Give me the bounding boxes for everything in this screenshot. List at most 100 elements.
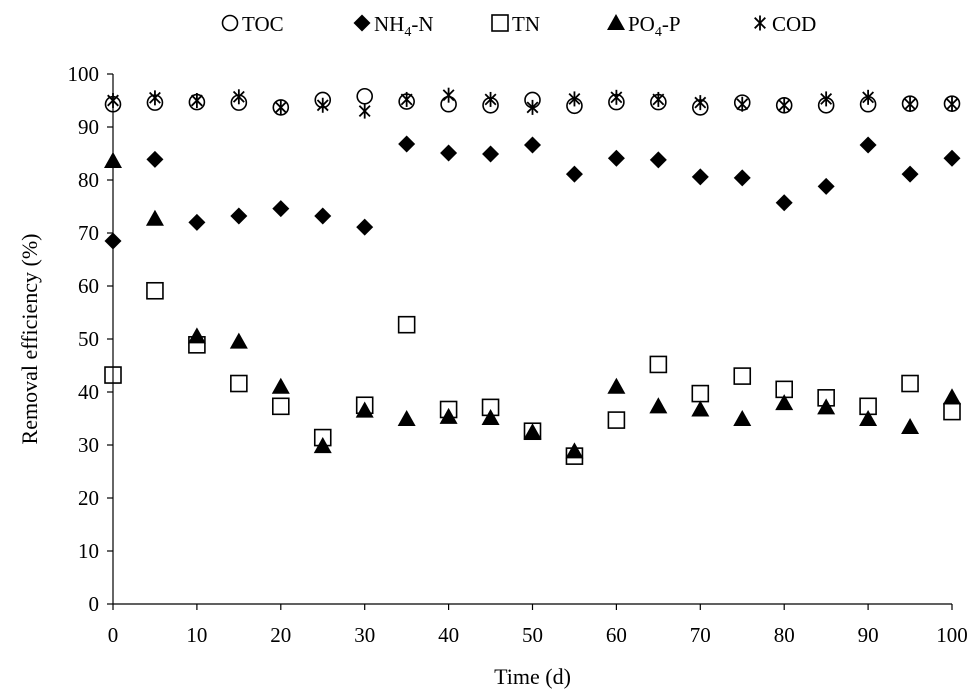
data-point (607, 149, 625, 167)
series-po4-p (104, 151, 961, 459)
data-point (946, 96, 958, 112)
data-point (104, 232, 122, 250)
data-point (146, 281, 164, 300)
series-cod (107, 87, 958, 119)
legend-label: TOC (242, 12, 284, 36)
y-tick-label: 40 (78, 380, 99, 404)
y-tick-label: 0 (89, 592, 100, 616)
legend-label: NH4-N (374, 12, 434, 40)
legend-label: TN (512, 12, 540, 36)
legend-item: TN (491, 12, 540, 36)
legend-label: PO4-P (628, 12, 681, 40)
data-point (313, 437, 332, 454)
data-point (565, 165, 583, 183)
data-point (229, 332, 248, 349)
data-point (565, 442, 584, 459)
y-tick-label: 100 (68, 62, 100, 86)
data-point (398, 135, 416, 153)
x-tick-label: 60 (606, 623, 627, 647)
axes: 0 10 20 30 40 50 60 70 80 90 100 0 10 20 30 40 50 60 70 80 9… (68, 62, 968, 647)
x-tick-label: 20 (270, 623, 291, 647)
data-point (733, 169, 751, 187)
legend: TOC NH4-N TN PO4-P COD (221, 12, 816, 40)
x-tick-label: 40 (438, 623, 459, 647)
data-point (149, 90, 161, 106)
data-point (356, 218, 374, 236)
data-point (314, 207, 332, 225)
data-point (523, 423, 542, 440)
data-point (356, 87, 374, 105)
data-point (316, 97, 329, 113)
legend-item: PO4-P (607, 12, 681, 40)
data-point (859, 410, 878, 427)
data-point (484, 91, 497, 107)
data-point (272, 200, 290, 218)
data-point (610, 89, 623, 105)
legend-marker-asterisk (754, 15, 766, 31)
data-point (397, 315, 416, 334)
data-point (649, 151, 667, 169)
y-tick-label: 70 (78, 221, 99, 245)
data-point (859, 136, 877, 154)
data-point (607, 411, 626, 429)
data-point (482, 145, 500, 163)
x-tick-label: 100 (936, 623, 968, 647)
data-point (691, 168, 709, 186)
data-point (901, 417, 920, 434)
data-point (107, 93, 119, 108)
legend-marker-triangle-filled (607, 14, 625, 31)
data-point (733, 410, 752, 427)
data-point (778, 97, 791, 113)
x-tick-label: 70 (690, 623, 711, 647)
data-point (862, 89, 875, 105)
data-point (104, 366, 122, 384)
data-point (232, 89, 245, 105)
y-tick-label: 60 (78, 274, 99, 298)
data-point (524, 136, 541, 154)
data-point (775, 394, 794, 411)
data-point (817, 177, 835, 195)
legend-label: COD (772, 12, 816, 36)
data-point (439, 407, 458, 424)
data-point (355, 401, 374, 418)
y-tick-label: 20 (78, 486, 99, 510)
data-point (901, 165, 919, 183)
data-point (526, 99, 539, 115)
legend-item: COD (754, 12, 816, 36)
data-point (943, 149, 961, 167)
x-tick-label: 80 (774, 623, 795, 647)
legend-marker-diamond-filled (353, 14, 371, 32)
x-tick-label: 10 (186, 623, 207, 647)
data-point (649, 397, 668, 414)
data-point (190, 93, 203, 108)
data-point (187, 327, 206, 344)
y-tick-label: 80 (78, 168, 99, 192)
legend-item: TOC (221, 12, 284, 36)
data-point (397, 410, 416, 427)
data-point (145, 209, 164, 226)
data-point (271, 397, 290, 416)
data-point (943, 388, 961, 405)
legend-marker-circle-open (221, 14, 239, 32)
x-axis-title: Time (d) (494, 664, 571, 689)
data-point (733, 367, 752, 385)
series-nh4-n (104, 135, 961, 250)
y-axis-title: Removal efficiency (%) (17, 234, 42, 445)
data-point (691, 400, 710, 417)
data-point (736, 96, 749, 112)
data-point (146, 150, 164, 168)
data-point (820, 91, 833, 107)
data-point (358, 103, 371, 119)
data-point (440, 144, 458, 162)
data-point (230, 374, 248, 393)
data-point (400, 91, 413, 107)
data-point (775, 194, 793, 212)
data-point (274, 99, 287, 115)
x-tick-label: 0 (108, 623, 119, 647)
y-tick-label: 50 (78, 327, 99, 351)
data-point (652, 91, 665, 107)
data-point (817, 398, 836, 415)
data-point (104, 151, 122, 168)
y-tick-label: 10 (78, 539, 99, 563)
